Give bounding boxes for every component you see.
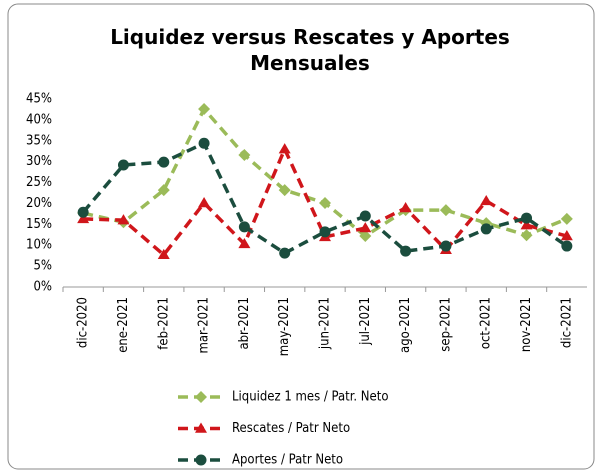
triangle-marker <box>77 212 90 224</box>
triangle-marker <box>359 222 372 233</box>
diamond-marker <box>520 229 533 242</box>
legend-marker <box>195 391 207 403</box>
legend-label: Rescates / Patr Neto <box>232 421 350 436</box>
legend-label: Liquidez 1 mes / Patr. Neto <box>232 390 388 405</box>
circle-marker <box>77 206 89 218</box>
triangle-marker <box>520 219 533 230</box>
diamond-marker <box>359 230 372 243</box>
y-tick-label: 10% <box>26 238 52 253</box>
x-tick-label: dic-2020 <box>76 297 91 348</box>
x-tick-label: dic-2021 <box>559 297 574 348</box>
x-tick-label: mar-2021 <box>197 297 212 354</box>
circle-marker <box>521 212 533 224</box>
y-tick-label: 35% <box>26 133 52 148</box>
x-tick-label: ene-2021 <box>116 297 131 353</box>
diamond-marker <box>319 197 331 210</box>
chart-frame <box>7 3 595 470</box>
triangle-marker <box>278 143 291 154</box>
y-tick-label: 30% <box>26 154 52 169</box>
y-tick-label: 25% <box>26 175 52 190</box>
circle-marker <box>319 226 331 238</box>
triangle-marker <box>157 248 170 260</box>
y-tick-label: 40% <box>26 112 52 127</box>
diamond-marker <box>198 103 211 116</box>
y-tick-label: 45% <box>26 92 52 107</box>
circle-marker <box>238 221 250 233</box>
circle-marker <box>198 137 210 149</box>
x-tick-label: jul-2021 <box>358 297 373 346</box>
chart-title: Liquidez versus Rescates y Aportes Mensu… <box>110 25 510 75</box>
diamond-marker <box>157 184 170 197</box>
circle-marker <box>480 223 492 235</box>
x-tick-label: abr-2021 <box>237 297 252 350</box>
triangle-marker <box>238 237 251 249</box>
legend-marker <box>195 454 207 466</box>
diamond-marker <box>560 212 573 225</box>
diamond-marker <box>238 148 251 161</box>
y-tick-label: 15% <box>26 217 52 232</box>
circle-marker <box>158 156 170 168</box>
triangle-marker <box>117 214 130 225</box>
triangle-marker <box>480 194 493 206</box>
circle-marker <box>279 247 291 259</box>
y-tick-label: 0% <box>33 280 52 295</box>
circle-marker <box>440 240 452 252</box>
circle-marker <box>400 245 412 257</box>
x-tick-label: may-2021 <box>277 297 292 356</box>
x-tick-label: sep-2021 <box>438 297 453 352</box>
legend-marker <box>195 422 207 433</box>
legend-label: Aportes / Patr Neto <box>232 453 343 468</box>
y-tick-label: 20% <box>26 196 52 211</box>
x-tick-label: nov-2021 <box>519 297 534 352</box>
triangle-marker <box>399 202 412 213</box>
x-tick-label: feb-2021 <box>156 297 171 350</box>
x-tick-label: jun-2021 <box>318 297 333 350</box>
circle-marker <box>561 240 573 252</box>
circle-marker <box>117 159 129 171</box>
circle-marker <box>359 210 371 222</box>
diamond-marker <box>278 184 291 197</box>
x-tick-label: oct-2021 <box>479 297 494 349</box>
triangle-marker <box>198 197 211 208</box>
x-tick-label: ago-2021 <box>398 297 413 353</box>
y-tick-label: 5% <box>33 259 52 274</box>
diamond-marker <box>439 204 452 217</box>
triangle-marker <box>560 230 573 241</box>
